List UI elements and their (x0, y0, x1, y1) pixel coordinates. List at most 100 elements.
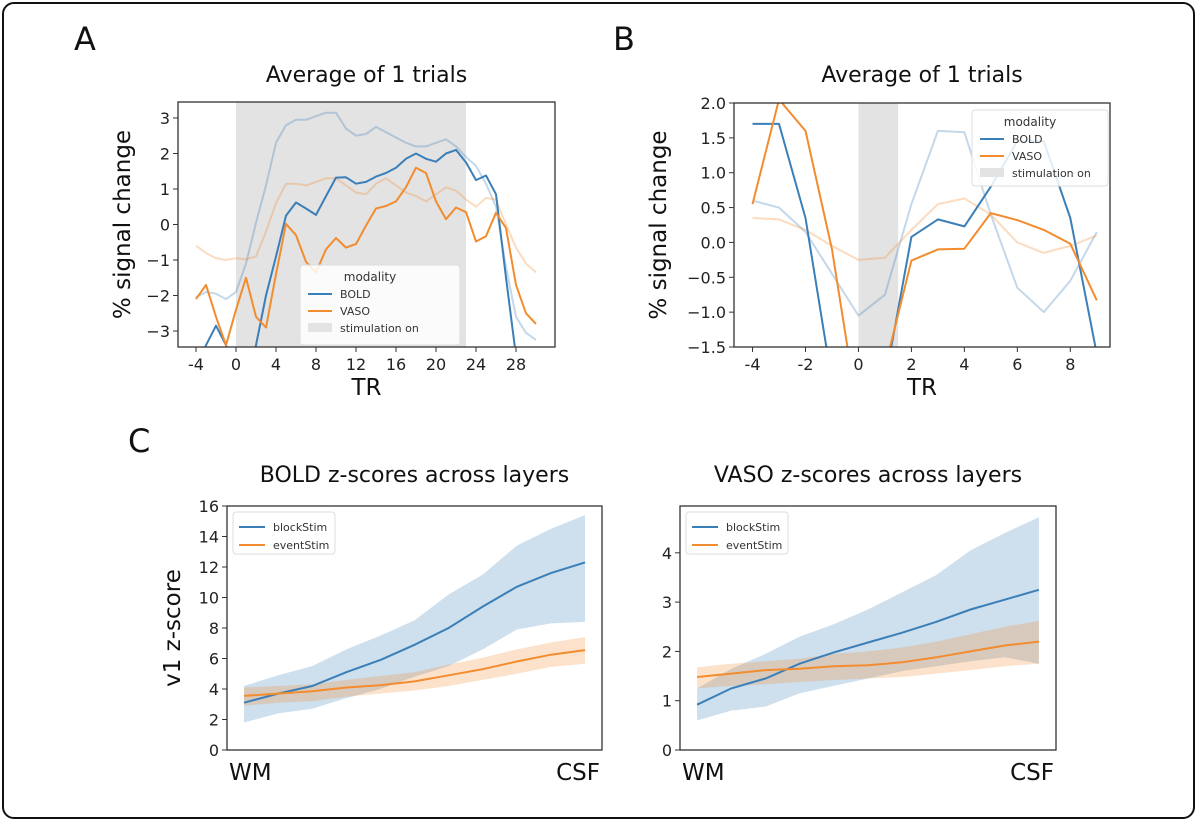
y-tick-label: 10 (199, 589, 219, 608)
y-tick-label: 4 (209, 680, 219, 699)
y-axis-label: v1 z-score (160, 569, 186, 687)
y-tick-label: 8 (209, 619, 219, 638)
y-tick-label: 2 (160, 144, 170, 163)
y-tick-label: 0 (160, 216, 170, 235)
y-tick-label: 16 (199, 497, 219, 516)
x-tick-label: 6 (1012, 355, 1022, 374)
stimulation-band (858, 103, 899, 347)
x-axis-label: TR (906, 375, 937, 401)
series-line-bold (204, 148, 516, 347)
y-tick-label: −2 (146, 287, 170, 306)
y-tick-label: 6 (209, 650, 219, 669)
x-tick-label: 4 (959, 355, 969, 374)
y-tick-label: 1 (160, 180, 170, 199)
legend-label: blockStim (273, 521, 327, 534)
legend-label: VASO (340, 305, 370, 318)
axes-frame (733, 102, 1111, 348)
y-tick-label: −1.0 (687, 303, 726, 322)
legend-label: BOLD (1012, 133, 1043, 146)
x-tick-label-end: CSF (556, 760, 600, 786)
y-tick-label: −3 (146, 322, 170, 341)
chart-title: Average of 1 trials (266, 63, 467, 88)
chart-c-left: 0 2 4 6 8 10 12 14 16 WM CSF BOLD z-scores across l… (160, 463, 603, 786)
panel-label-b: B (613, 20, 635, 58)
y-tick-label: 1.0 (701, 164, 726, 183)
x-tick-label: 20 (426, 355, 446, 374)
x-tick-label: 0 (231, 355, 241, 374)
x-tick-label-end: CSF (1010, 760, 1054, 786)
legend-label: blockStim (726, 521, 780, 534)
x-tick-label: -4 (745, 355, 761, 374)
ci-band-blockstim (244, 515, 585, 723)
legend-label: BOLD (340, 288, 371, 301)
series-line-blockstim (696, 588, 1040, 706)
y-tick-label: 2.0 (701, 94, 726, 113)
x-tick-label-start: WM (682, 760, 725, 786)
y-tick-label: 2 (662, 642, 672, 661)
legend-label: stimulation on (1012, 167, 1091, 180)
legend-box (971, 109, 1109, 187)
legend-label: eventStim (273, 539, 329, 552)
x-tick-label: -2 (798, 355, 814, 374)
x-tick-label-start: WM (229, 760, 272, 786)
y-tick-label: 3 (662, 593, 672, 612)
x-tick-label: 0 (853, 355, 863, 374)
series-line-vaso (751, 103, 1098, 347)
y-tick-label: 2 (209, 711, 219, 730)
x-tick-label: 8 (311, 355, 321, 374)
x-tick-label: 24 (466, 355, 486, 374)
y-tick-label: −1.5 (687, 338, 726, 357)
y-axis-label: % signal change (646, 130, 672, 319)
chart-c-right: 0 1 2 3 4 WM CSF VASO z-scores across layers blo… (662, 463, 1057, 786)
series-line-bold-faint (195, 111, 537, 341)
series-line-vaso (195, 166, 537, 347)
plot-area (696, 517, 1040, 721)
y-tick-label: 0 (209, 741, 219, 760)
series-line-eventstim (697, 640, 1040, 678)
legend-title: modality (344, 270, 396, 284)
chart-title: Average of 1 trials (821, 63, 1022, 88)
x-tick-label: 28 (506, 355, 526, 374)
x-tick-label: 8 (1065, 355, 1075, 374)
series-line-eventstim (243, 649, 586, 697)
x-tick-label: 12 (346, 355, 366, 374)
panel-label-a: A (74, 20, 96, 58)
y-tick-label: 0.5 (701, 199, 726, 218)
y-tick-label: 1.5 (701, 129, 726, 148)
panel-label-c: C (128, 422, 151, 460)
y-tick-label: 12 (199, 558, 219, 577)
x-tick-label: 4 (271, 355, 281, 374)
legend-swatch-stimulation (308, 323, 332, 332)
chart-title: BOLD z-scores across layers (260, 463, 569, 488)
legend-swatch-stimulation (980, 168, 1004, 177)
legend-box (299, 264, 461, 346)
chart-b: −1.5 −1.0 −0.5 0.0 0.5 1.0 1.5 2.0 -4 -2 0 2 4 6 8 Aver… (646, 63, 1111, 401)
y-tick-label: 14 (199, 528, 219, 547)
y-tick-label: 4 (662, 544, 672, 563)
x-axis-label: TR (350, 375, 381, 401)
series-line-vaso-faint (195, 177, 537, 274)
y-tick-label: −0.5 (687, 268, 726, 287)
y-tick-label: 0.0 (701, 233, 726, 252)
series-line-bold-faint (752, 129, 1098, 317)
y-tick-label: −1 (146, 251, 170, 270)
legend-label: eventStim (726, 539, 782, 552)
series-line-blockstim (243, 561, 586, 704)
legend-box (232, 511, 336, 555)
legend-title: modality (1004, 115, 1056, 129)
y-tick-label: 1 (662, 692, 672, 711)
y-tick-label: 0 (662, 741, 672, 760)
plot-area (243, 515, 586, 723)
chart-title: VASO z-scores across layers (714, 463, 1022, 488)
series-line-vaso-faint (752, 197, 1098, 261)
x-tick-label: 2 (906, 355, 916, 374)
y-tick-label: 3 (160, 109, 170, 128)
legend-label: VASO (1012, 150, 1042, 163)
legend-box (685, 511, 789, 555)
legend-label: stimulation on (340, 322, 419, 335)
x-tick-label: -4 (188, 355, 204, 374)
y-axis-label: % signal change (110, 130, 136, 319)
